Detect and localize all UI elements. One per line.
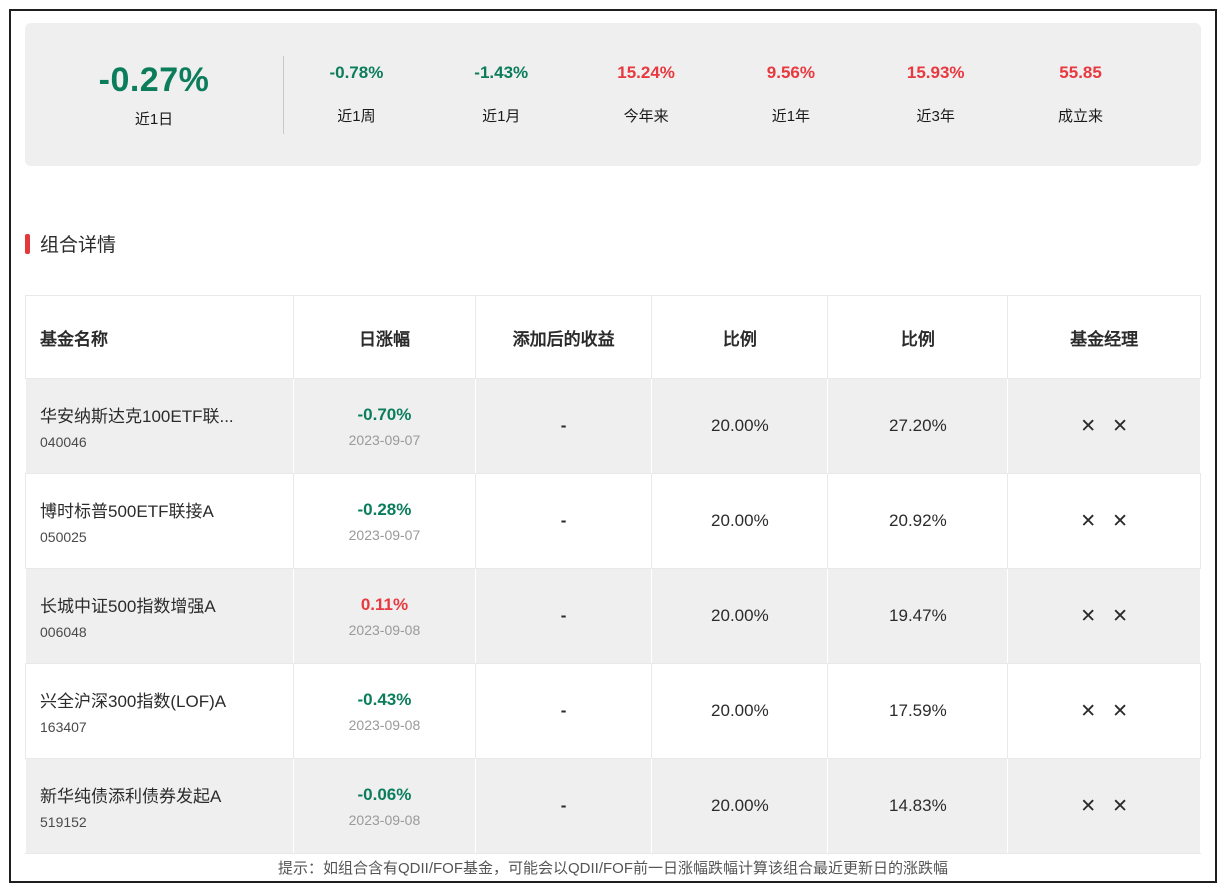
header-fund-manager: 基金经理 [1007, 295, 1201, 379]
stats-list: -0.78% 近1周 -1.43% 近1月 15.24% 今年来 9.56% 近… [284, 63, 1201, 126]
manager-x-icon: ✕ [1112, 795, 1129, 817]
performance-stats-bar: -0.27% 近1日 -0.78% 近1周 -1.43% 近1月 15.24% … [25, 23, 1201, 166]
stats-divider [283, 55, 284, 134]
change-date: 2023-09-07 [348, 431, 421, 448]
fund-code: 050025 [40, 529, 87, 545]
added-return-value: - [475, 378, 653, 474]
added-return-value: - [475, 568, 653, 664]
stat-inception-label: 成立来 [1058, 108, 1104, 125]
daily-change-value: -0.70% [357, 404, 412, 424]
portfolio-table: 基金名称 日涨幅 添加后的收益 比例 比例 基金经理 华安纳斯达克100ETF联… [25, 295, 1201, 854]
ratio1-value: 20.00% [651, 663, 829, 759]
stat-1day-value: -0.27% [98, 60, 210, 99]
manager-x-icon: ✕ [1080, 510, 1097, 532]
ratio1-value: 20.00% [651, 568, 829, 664]
section-header: 组合详情 [25, 230, 1201, 257]
stat-1year-label: 近1年 [771, 108, 811, 125]
fund-name-link[interactable]: 兴全沪深300指数(LOF)A [40, 692, 227, 711]
ratio2-value: 14.83% [827, 758, 1009, 854]
daily-change-value: -0.06% [357, 784, 412, 804]
fund-code: 040046 [40, 434, 87, 450]
added-return-value: - [475, 473, 653, 569]
fund-name-link[interactable]: 新华纯债添利债券发起A [40, 787, 222, 806]
manager-x-icon: ✕ [1080, 795, 1097, 817]
daily-change-value: -0.43% [357, 689, 412, 709]
manager-x-icon: ✕ [1080, 700, 1097, 722]
daily-change-value: 0.11% [360, 594, 409, 614]
stat-inception: 55.85 成立来 [1008, 63, 1153, 126]
ratio2-value: 27.20% [827, 378, 1009, 474]
stat-ytd-value: 15.24% [617, 63, 675, 82]
ratio1-value: 20.00% [651, 473, 829, 569]
table-header-row: 基金名称 日涨幅 添加后的收益 比例 比例 基金经理 [25, 295, 1201, 379]
header-ratio-1: 比例 [651, 295, 829, 379]
stat-ytd: 15.24% 今年来 [574, 63, 719, 126]
manager-x-icon: ✕ [1112, 510, 1129, 532]
ratio2-value: 20.92% [827, 473, 1009, 569]
table-row: 博时标普500ETF联接A 050025 -0.28% 2023-09-07 -… [25, 473, 1201, 569]
added-return-value: - [475, 663, 653, 759]
stat-ytd-label: 今年来 [623, 108, 669, 125]
table-row: 兴全沪深300指数(LOF)A 163407 -0.43% 2023-09-08… [25, 663, 1201, 759]
stat-3year-value: 15.93% [906, 63, 965, 82]
manager-x-icon: ✕ [1112, 415, 1129, 437]
stat-inception-value: 55.85 [1059, 63, 1102, 82]
section-title: 组合详情 [40, 235, 117, 256]
change-date: 2023-09-08 [348, 811, 421, 828]
manager-x-icon: ✕ [1112, 605, 1129, 627]
stat-1month: -1.43% 近1月 [429, 63, 574, 126]
stat-1month-value: -1.43% [474, 63, 529, 82]
manager-x-icon: ✕ [1112, 700, 1129, 722]
ratio2-value: 17.59% [827, 663, 1009, 759]
stat-1week-label: 近1周 [337, 108, 376, 125]
stat-3year: 15.93% 近3年 [863, 63, 1008, 126]
stat-3year-label: 近3年 [916, 108, 955, 125]
fund-code: 006048 [40, 624, 87, 640]
fund-code: 163407 [40, 719, 87, 735]
table-row: 长城中证500指数增强A 006048 0.11% 2023-09-08 - 2… [25, 568, 1201, 664]
stat-1month-label: 近1月 [482, 108, 521, 125]
section-marker-bar [25, 233, 30, 254]
header-fund-name: 基金名称 [25, 295, 294, 379]
change-date: 2023-09-08 [348, 716, 421, 733]
daily-change-value: -0.28% [357, 499, 412, 519]
ratio1-value: 20.00% [651, 758, 829, 854]
table-row: 新华纯债添利债券发起A 519152 -0.06% 2023-09-08 - 2… [25, 758, 1201, 854]
page-frame: -0.27% 近1日 -0.78% 近1周 -1.43% 近1月 15.24% … [9, 9, 1217, 883]
header-daily-change: 日涨幅 [292, 295, 477, 379]
ratio1-value: 20.00% [651, 378, 829, 474]
added-return-value: - [475, 758, 653, 854]
stat-1day: -0.27% 近1日 [25, 61, 283, 129]
stat-1year-value: 9.56% [766, 63, 815, 82]
manager-x-icon: ✕ [1080, 415, 1097, 437]
stat-1day-label: 近1日 [134, 110, 174, 128]
qdii-tip-note: 提示：如组合含有QDII/FOF基金，可能会以QDII/FOF前一日涨幅跌幅计算… [278, 860, 948, 877]
manager-x-icon: ✕ [1080, 605, 1097, 627]
fund-name-link[interactable]: 长城中证500指数增强A [40, 597, 216, 616]
header-ratio-2: 比例 [827, 295, 1009, 379]
fund-name-link[interactable]: 博时标普500ETF联接A [40, 502, 214, 521]
stat-1week: -0.78% 近1周 [284, 63, 429, 126]
stat-1year: 9.56% 近1年 [718, 63, 863, 126]
change-date: 2023-09-08 [348, 621, 421, 638]
ratio2-value: 19.47% [827, 568, 1009, 664]
table-row: 华安纳斯达克100ETF联... 040046 -0.70% 2023-09-0… [25, 378, 1201, 474]
stat-1week-value: -0.78% [329, 63, 384, 82]
fund-code: 519152 [40, 814, 87, 830]
header-added-return: 添加后的收益 [475, 295, 653, 379]
fund-name-link[interactable]: 华安纳斯达克100ETF联... [40, 407, 234, 426]
change-date: 2023-09-07 [348, 526, 421, 543]
